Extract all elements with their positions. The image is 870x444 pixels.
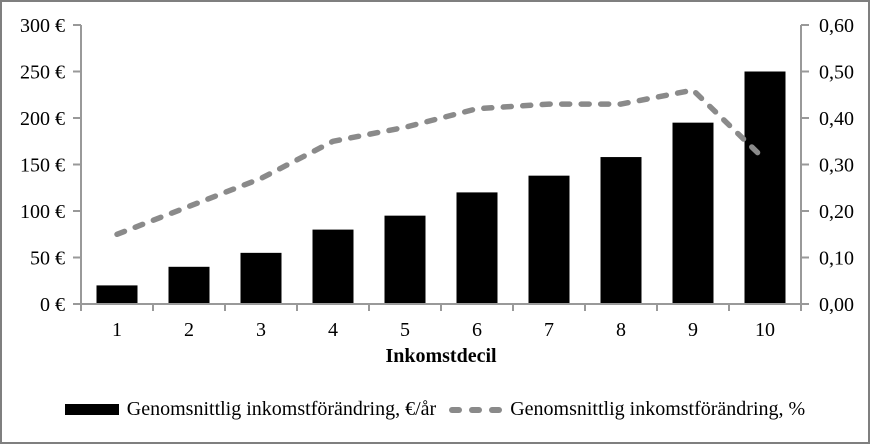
right-axis-tick-label: 0,00 (819, 294, 854, 316)
legend-bar-swatch (64, 404, 119, 415)
bar-decile-7 (528, 175, 570, 304)
left-axis-tick-label: 0 € (40, 294, 65, 316)
right-axis-tick-label: 0,40 (819, 108, 854, 130)
bar-decile-4 (312, 229, 354, 304)
bar-decile-8 (600, 157, 642, 304)
bar-decile-1 (96, 285, 138, 304)
right-axis-tick-label: 0,60 (819, 15, 854, 37)
left-axis-tick-label: 300 € (20, 15, 65, 37)
right-axis-tick-label: 0,20 (819, 201, 854, 223)
right-axis-tick-label: 0,50 (819, 62, 854, 84)
left-axis-tick-label: 100 € (20, 201, 65, 223)
x-axis-category-label: 1 (112, 319, 122, 341)
x-axis-category-label: 9 (688, 319, 698, 341)
x-axis-category-label: 8 (616, 319, 626, 341)
legend-item-line-series: Genomsnittlig inkomstförändring, % (449, 398, 805, 421)
x-axis-category-label: 5 (400, 319, 410, 341)
x-axis-title: Inkomstdecil (385, 345, 497, 367)
bar-decile-6 (456, 192, 498, 304)
legend-line-swatch (449, 406, 503, 413)
left-axis-tick-label: 250 € (20, 62, 65, 84)
right-axis-tick-label: 0,30 (819, 155, 854, 177)
trend-line (114, 87, 768, 238)
x-axis-category-label: 4 (328, 319, 338, 341)
x-axis-category-label: 3 (256, 319, 266, 341)
bar-decile-2 (168, 266, 210, 304)
x-axis-category-label: 6 (472, 319, 482, 341)
legend-bar-label: Genomsnittlig inkomstförändring, €/år (126, 398, 437, 420)
x-axis-category-label: 7 (544, 319, 554, 341)
right-axis-tick-label: 0,10 (819, 248, 854, 270)
x-axis-category-label: 2 (184, 319, 194, 341)
bar-decile-10 (744, 71, 786, 304)
legend-item-bar-series: Genomsnittlig inkomstförändring, €/år (64, 398, 437, 421)
legend-line-label: Genomsnittlig inkomstförändring, % (510, 398, 806, 420)
left-axis-tick-label: 50 € (30, 248, 65, 270)
x-axis-category-label: 10 (755, 319, 775, 341)
bar-decile-9 (672, 122, 714, 305)
bar-decile-5 (384, 215, 426, 304)
left-axis-tick-label: 200 € (20, 108, 65, 130)
legend: Genomsnittlig inkomstförändring, €/år Ge… (2, 398, 868, 421)
left-axis-tick-label: 150 € (20, 155, 65, 177)
bar-decile-3 (240, 252, 282, 304)
